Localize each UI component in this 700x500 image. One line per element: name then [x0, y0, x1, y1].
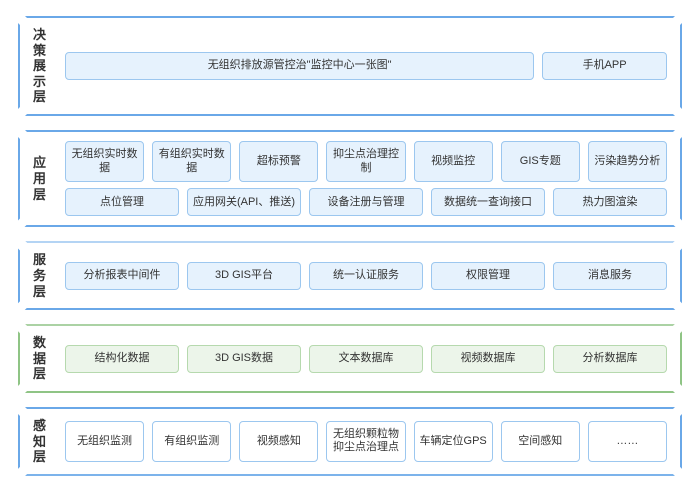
arch-node: 超标预警 [239, 141, 318, 183]
arch-node: 点位管理 [65, 188, 179, 216]
layer-body: 无组织排放源管控治"监控中心一张图" 手机APP [61, 25, 671, 107]
arch-node: 无组织排放源管控治"监控中心一张图" [65, 52, 534, 80]
layer-body: 结构化数据 3D GIS数据文本数据库视频数据库分析数据库 [61, 333, 671, 384]
layer-label: 应用层 [33, 139, 51, 219]
layer-body: 无组织监测有组织监测视频感知无组织颗粒物抑尘点治理点车辆定位GPS空间感知…… [61, 416, 671, 467]
arch-node: 视频监控 [414, 141, 493, 183]
arch-node: 数据统一查询接口 [431, 188, 545, 216]
layer-row: 无组织排放源管控治"监控中心一张图" 手机APP [65, 52, 667, 80]
layer-label: 感知层 [33, 416, 51, 467]
layer-row: 无组织监测有组织监测视频感知无组织颗粒物抑尘点治理点车辆定位GPS空间感知…… [65, 421, 667, 463]
arch-node: 3D GIS数据 [187, 345, 301, 373]
layer-data: 数据层结构化数据 3D GIS数据文本数据库视频数据库分析数据库 [18, 324, 682, 393]
layer-label: 数据层 [33, 333, 51, 384]
arch-node: …… [588, 421, 667, 463]
arch-node: GIS专题 [501, 141, 580, 183]
layer-row: 分析报表中间件 3D GIS平台统一认证服务权限管理消息服务 [65, 262, 667, 290]
layer-label: 决策展示层 [33, 25, 51, 107]
arch-node: 设备注册与管理 [309, 188, 423, 216]
arch-node: 无组织颗粒物抑尘点治理点 [326, 421, 405, 463]
arch-node: 车辆定位GPS [414, 421, 493, 463]
layer-service: 服务层分析报表中间件 3D GIS平台统一认证服务权限管理消息服务 [18, 241, 682, 310]
arch-node: 无组织实时数据 [65, 141, 144, 183]
arch-node: 污染趋势分析 [588, 141, 667, 183]
arch-node: 抑尘点治理控制 [326, 141, 405, 183]
arch-node: 热力图渲染 [553, 188, 667, 216]
arch-node: 3D GIS平台 [187, 262, 301, 290]
arch-node: 分析报表中间件 [65, 262, 179, 290]
arch-node: 消息服务 [553, 262, 667, 290]
arch-node: 有组织实时数据 [152, 141, 231, 183]
layer-perception: 感知层无组织监测有组织监测视频感知无组织颗粒物抑尘点治理点车辆定位GPS空间感知… [18, 407, 682, 476]
arch-node: 无组织监测 [65, 421, 144, 463]
layer-row: 结构化数据 3D GIS数据文本数据库视频数据库分析数据库 [65, 345, 667, 373]
layer-decision: 决策展示层无组织排放源管控治"监控中心一张图" 手机APP [18, 16, 682, 116]
layer-row: 无组织实时数据有组织实时数据超标预警抑尘点治理控制视频监控GIS专题污染趋势分析 [65, 141, 667, 183]
arch-node: 视频数据库 [431, 345, 545, 373]
arch-node: 手机APP [542, 52, 667, 80]
layer-body: 无组织实时数据有组织实时数据超标预警抑尘点治理控制视频监控GIS专题污染趋势分析… [61, 139, 671, 219]
arch-node: 空间感知 [501, 421, 580, 463]
arch-node: 有组织监测 [152, 421, 231, 463]
arch-node: 文本数据库 [309, 345, 423, 373]
layer-application: 应用层无组织实时数据有组织实时数据超标预警抑尘点治理控制视频监控GIS专题污染趋… [18, 130, 682, 228]
layer-row: 点位管理应用网关(API、推送) 设备注册与管理数据统一查询接口热力图渲染 [65, 188, 667, 216]
arch-node: 结构化数据 [65, 345, 179, 373]
arch-node: 视频感知 [239, 421, 318, 463]
arch-node: 统一认证服务 [309, 262, 423, 290]
arch-node: 应用网关(API、推送) [187, 188, 301, 216]
layer-body: 分析报表中间件 3D GIS平台统一认证服务权限管理消息服务 [61, 250, 671, 301]
arch-node: 权限管理 [431, 262, 545, 290]
arch-node: 分析数据库 [553, 345, 667, 373]
layer-label: 服务层 [33, 250, 51, 301]
